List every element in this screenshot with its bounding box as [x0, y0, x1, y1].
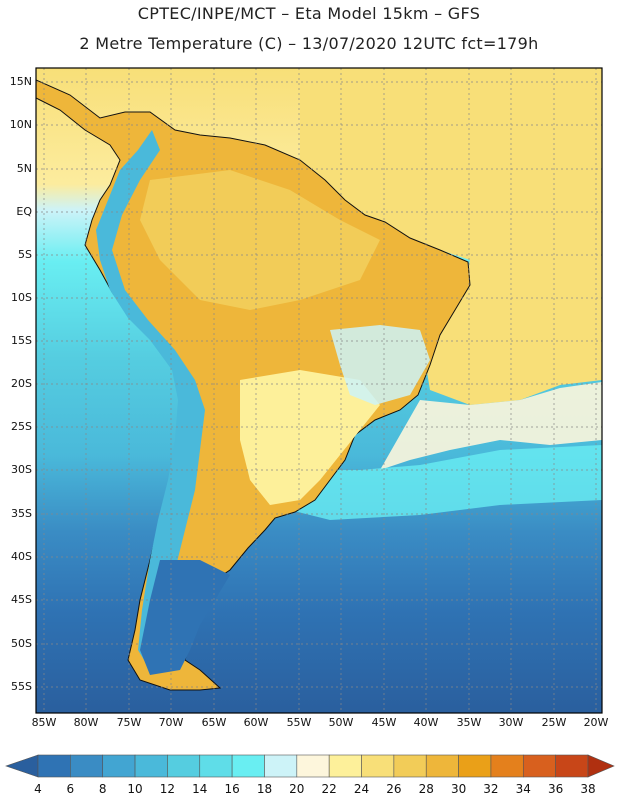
- colorbar-swatch: [393, 754, 427, 778]
- colorbar-swatch: [522, 754, 556, 778]
- colorbar-label: 32: [483, 782, 499, 796]
- colorbar-swatch: [231, 754, 265, 778]
- lat-label: 10N: [9, 118, 32, 131]
- colorbar-swatch: [167, 754, 201, 778]
- colorbar-label: 34: [515, 782, 531, 796]
- brazil-south-cooler: [240, 370, 380, 505]
- lon-label: 70W: [158, 716, 184, 729]
- lon-label: 25W: [541, 716, 567, 729]
- cool-shelf-field: [290, 445, 602, 520]
- colorbar-swatch: [134, 754, 168, 778]
- colorbar-label: 10: [127, 782, 143, 796]
- lon-label: 75W: [116, 716, 142, 729]
- colorbar-swatch: [264, 754, 298, 778]
- highlands-cool-zone: [330, 325, 430, 405]
- lon-label: 50W: [328, 716, 354, 729]
- patagonia-cold: [140, 560, 230, 675]
- lon-label: 80W: [73, 716, 99, 729]
- lon-label: 65W: [201, 716, 227, 729]
- lat-label: 45S: [11, 593, 32, 606]
- warm-atlantic-field: [300, 68, 602, 405]
- map-subtitle: 2 Metre Temperature (C) – 13/07/2020 12U…: [79, 34, 539, 53]
- colorbar-label: 8: [98, 782, 107, 796]
- graticule: [36, 68, 602, 713]
- lat-label: 5S: [18, 248, 32, 261]
- lat-label: EQ: [16, 205, 32, 218]
- lon-label: 20W: [583, 716, 609, 729]
- lat-label: 25S: [11, 420, 32, 433]
- lon-label: 35W: [456, 716, 482, 729]
- lat-label: 15N: [9, 75, 32, 88]
- colorbar-arrow-high: [587, 754, 615, 778]
- colorbar-label: 38: [580, 782, 596, 796]
- map-frame: [35, 67, 603, 714]
- lon-label: 30W: [498, 716, 524, 729]
- andes-cold-band: [96, 130, 205, 670]
- lat-label: 55S: [11, 680, 32, 693]
- colorbar-swatch: [555, 754, 589, 778]
- lon-label: 40W: [413, 716, 439, 729]
- lat-label: 20S: [11, 377, 32, 390]
- map-title: CPTEC/INPE/MCT – Eta Model 15km – GFS: [137, 4, 481, 23]
- colorbar-label: 20: [289, 782, 305, 796]
- colorbar-swatch: [199, 754, 233, 778]
- colorbar-label: 26: [386, 782, 402, 796]
- pale-atlantic-band: [380, 382, 602, 470]
- lat-label: 30S: [11, 463, 32, 476]
- amazon-warm-zone: [140, 170, 380, 310]
- colorbar-swatch: [361, 754, 395, 778]
- colorbar-label: 12: [159, 782, 176, 796]
- colorbar: [5, 754, 615, 778]
- colorbar-label: 28: [418, 782, 434, 796]
- colorbar-label: 4: [34, 782, 42, 796]
- colorbar-swatch: [70, 754, 104, 778]
- lon-label: 85W: [31, 716, 57, 729]
- lat-label: 5N: [16, 162, 32, 175]
- colorbar-swatch: [102, 754, 136, 778]
- lat-label: 10S: [11, 291, 32, 304]
- lat-label: 15S: [11, 334, 32, 347]
- colorbar-label: 14: [192, 782, 208, 796]
- colorbar-arrow-low: [5, 754, 39, 778]
- colorbar-label: 16: [224, 782, 240, 796]
- colorbar-swatch: [458, 754, 492, 778]
- colorbar-swatch: [296, 754, 330, 778]
- colorbar-label: 22: [321, 782, 337, 796]
- colorbar-label: 6: [66, 782, 75, 796]
- colorbar-swatch: [490, 754, 524, 778]
- colorbar-label: 36: [548, 782, 564, 796]
- colorbar-swatch: [328, 754, 362, 778]
- lon-label: 45W: [371, 716, 397, 729]
- colorbar-swatch: [37, 754, 71, 778]
- lon-label: 60W: [243, 716, 269, 729]
- colorbar-label: 30: [450, 782, 467, 796]
- lat-label: 50S: [11, 637, 32, 650]
- lat-label: 35S: [11, 507, 32, 520]
- lon-label: 55W: [286, 716, 312, 729]
- colorbar-swatch: [425, 754, 459, 778]
- lat-label: 40S: [11, 550, 32, 563]
- colorbar-label: 18: [256, 782, 273, 796]
- colorbar-label: 24: [353, 782, 370, 796]
